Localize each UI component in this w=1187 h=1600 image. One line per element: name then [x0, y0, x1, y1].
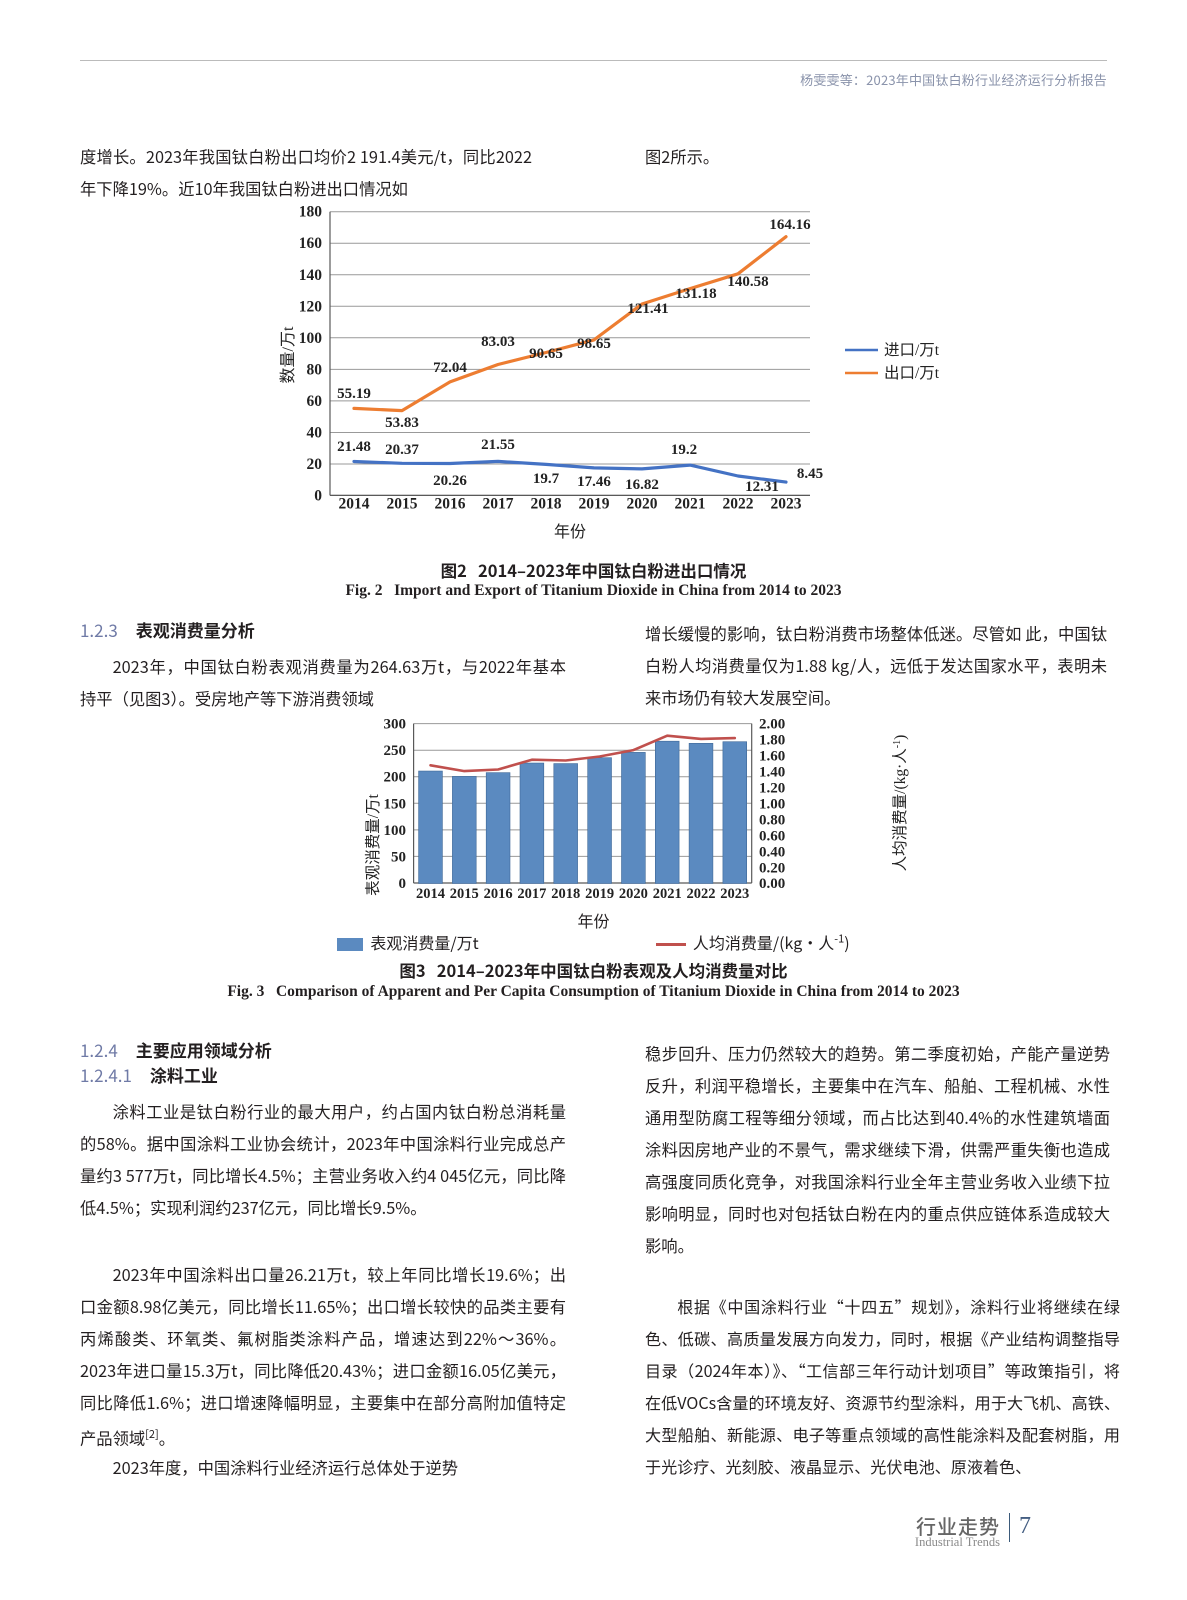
svg-text:0.80: 0.80	[759, 813, 785, 829]
svg-text:50: 50	[391, 849, 406, 865]
svg-text:0: 0	[399, 876, 407, 892]
svg-text:8.45: 8.45	[797, 466, 823, 482]
svg-text:2015: 2015	[387, 496, 418, 513]
svg-text:2023: 2023	[720, 886, 749, 900]
svg-text:2022: 2022	[723, 496, 754, 513]
svg-text:2023: 2023	[771, 496, 802, 513]
svg-text:2016: 2016	[435, 496, 466, 513]
svg-text:2021: 2021	[653, 886, 682, 900]
svg-text:40: 40	[307, 425, 323, 442]
svg-text:98.65: 98.65	[577, 336, 611, 352]
svg-text:0: 0	[314, 487, 322, 504]
svg-text:16.82: 16.82	[625, 477, 659, 493]
svg-text:1.80: 1.80	[759, 733, 785, 749]
svg-text:55.19: 55.19	[337, 386, 371, 402]
svg-text:2017: 2017	[483, 496, 514, 513]
svg-text:200: 200	[384, 770, 407, 786]
svg-text:160: 160	[299, 235, 323, 252]
svg-text:0.40: 0.40	[759, 845, 785, 861]
svg-text:2022: 2022	[687, 886, 716, 900]
svg-text:2018: 2018	[531, 496, 562, 513]
svg-text:0.60: 0.60	[759, 829, 785, 845]
svg-text:72.04: 72.04	[433, 360, 467, 376]
svg-text:20.37: 20.37	[385, 442, 419, 458]
svg-text:2014: 2014	[339, 496, 370, 513]
svg-text:出口/万t: 出口/万t	[884, 364, 940, 382]
svg-text:20: 20	[307, 456, 323, 473]
svg-text:164.16: 164.16	[769, 217, 811, 233]
svg-text:180: 180	[299, 204, 323, 221]
svg-text:2019: 2019	[585, 886, 614, 900]
svg-text:年份: 年份	[554, 523, 586, 541]
svg-text:121.41: 121.41	[627, 301, 668, 317]
svg-text:2017: 2017	[517, 886, 546, 900]
svg-text:1.00: 1.00	[759, 797, 785, 813]
svg-text:人均消费量/(kg·人-1): 人均消费量/(kg·人-1)	[891, 735, 909, 872]
svg-text:2019: 2019	[579, 496, 610, 513]
svg-text:131.18: 131.18	[675, 286, 716, 302]
svg-text:2015: 2015	[450, 886, 479, 900]
svg-text:250: 250	[384, 743, 407, 759]
svg-text:2014: 2014	[416, 886, 445, 900]
svg-text:21.55: 21.55	[481, 437, 515, 453]
svg-text:140: 140	[299, 267, 323, 284]
svg-text:2020: 2020	[619, 886, 648, 900]
svg-text:53.83: 53.83	[385, 415, 419, 431]
svg-text:150: 150	[384, 796, 407, 812]
svg-text:2018: 2018	[551, 886, 580, 900]
svg-text:进口/万t: 进口/万t	[884, 341, 940, 359]
svg-text:100: 100	[299, 330, 323, 347]
svg-text:2016: 2016	[484, 886, 513, 900]
svg-text:120: 120	[299, 298, 323, 315]
svg-text:1.40: 1.40	[759, 765, 785, 781]
svg-text:2.00: 2.00	[759, 717, 785, 733]
svg-text:21.48: 21.48	[337, 439, 371, 455]
svg-text:数量/万t: 数量/万t	[279, 326, 297, 383]
svg-text:19.2: 19.2	[671, 442, 697, 458]
svg-text:83.03: 83.03	[481, 334, 515, 350]
svg-text:140.58: 140.58	[727, 274, 768, 290]
svg-text:1.20: 1.20	[759, 781, 785, 797]
svg-text:12.31: 12.31	[745, 479, 779, 495]
svg-text:2021: 2021	[675, 496, 706, 513]
svg-text:90.65: 90.65	[529, 346, 563, 362]
svg-text:60: 60	[307, 393, 323, 410]
svg-text:300: 300	[384, 717, 407, 733]
svg-text:20.26: 20.26	[433, 473, 467, 489]
svg-text:19.7: 19.7	[533, 471, 560, 487]
svg-text:17.46: 17.46	[577, 474, 611, 490]
svg-text:0.00: 0.00	[759, 876, 785, 892]
svg-text:表观消费量/万t: 表观消费量/万t	[364, 794, 382, 896]
svg-text:80: 80	[307, 361, 323, 378]
svg-text:100: 100	[384, 823, 407, 839]
svg-text:2020: 2020	[627, 496, 658, 513]
svg-text:0.20: 0.20	[759, 861, 785, 877]
svg-text:1.60: 1.60	[759, 749, 785, 765]
